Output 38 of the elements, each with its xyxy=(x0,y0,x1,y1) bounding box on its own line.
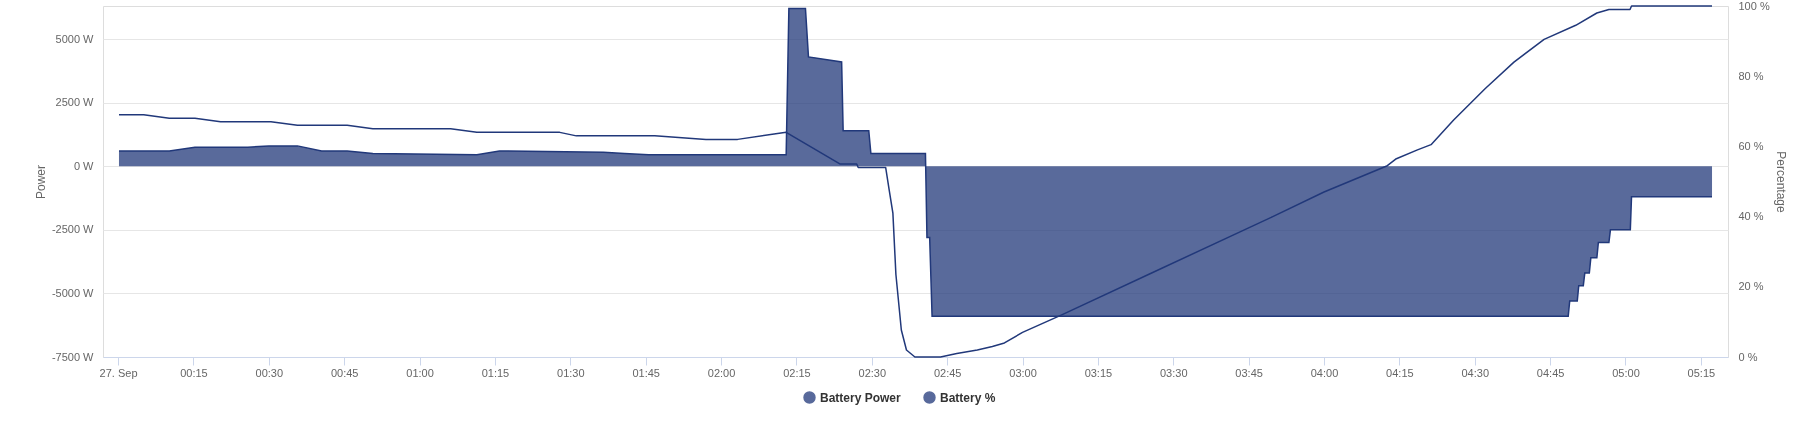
y2-tick-label: 60 % xyxy=(1738,139,1764,152)
y2-tick-label: 0 % xyxy=(1738,350,1758,363)
x-tick-label: 03:15 xyxy=(1084,366,1113,379)
y2-tick-label: 20 % xyxy=(1738,280,1764,293)
x-tick-label: 01:30 xyxy=(557,366,585,379)
x-tick-label: 03:00 xyxy=(1009,366,1037,379)
x-tick-label: 04:30 xyxy=(1461,366,1490,379)
y-tick-label: -2500 W xyxy=(51,223,95,236)
x-tick-label: 02:15 xyxy=(783,366,811,379)
x-tick-label: 01:00 xyxy=(406,366,434,379)
x-tick-label: 03:45 xyxy=(1235,366,1263,379)
y2-tick-label: 80 % xyxy=(1738,69,1764,82)
x-tick-label: 01:15 xyxy=(481,366,510,379)
x-tick-label: 01:45 xyxy=(632,366,660,379)
y-tick-label: -5000 W xyxy=(51,286,95,299)
x-tick-label: 04:00 xyxy=(1310,366,1339,379)
x-tick-label: 00:30 xyxy=(255,366,284,379)
x-tick-label: 04:45 xyxy=(1536,366,1565,379)
x-tick-label: 05:15 xyxy=(1687,366,1716,379)
x-tick-label: 02:00 xyxy=(707,366,736,379)
legend-label: Battery % xyxy=(940,390,996,405)
x-tick-label: 03:30 xyxy=(1160,366,1188,379)
x-tick-label: 02:30 xyxy=(858,366,887,379)
y2-axis-title: Percentage xyxy=(1773,151,1788,214)
y-tick-label: -7500 W xyxy=(51,350,95,363)
x-tick-label: 02:45 xyxy=(933,366,962,379)
y-tick-label: 5000 W xyxy=(55,32,95,45)
y2-tick-label: 100 % xyxy=(1738,0,1770,12)
y-tick-label: 0 W xyxy=(73,159,95,172)
legend-label: Battery Power xyxy=(820,390,902,405)
x-tick-label: 27. Sep xyxy=(99,366,138,379)
x-tick-label: 05:00 xyxy=(1612,366,1640,379)
y-axis-title: Power xyxy=(33,164,48,200)
y2-tick-label: 40 % xyxy=(1738,210,1764,223)
x-tick-label: 00:15 xyxy=(180,366,208,379)
y-tick-label: 2500 W xyxy=(55,96,95,109)
x-tick-label: 04:15 xyxy=(1386,366,1414,379)
x-tick-label: 00:45 xyxy=(330,366,359,379)
